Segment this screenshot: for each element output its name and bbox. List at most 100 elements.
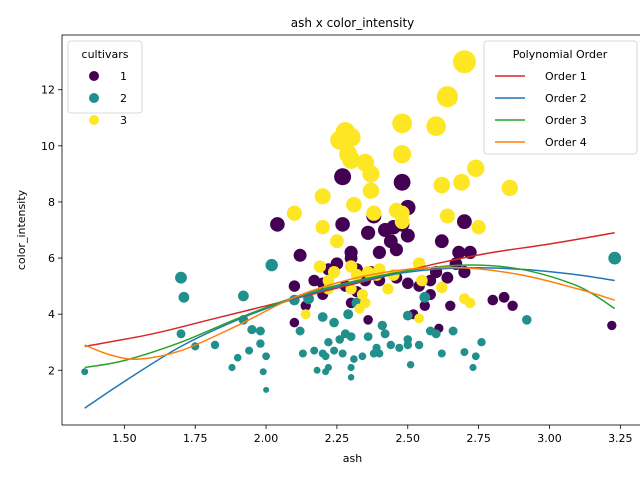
point-cultivar-2-2 xyxy=(178,291,190,303)
fit-legend-entry-3: Order 3 xyxy=(495,114,587,127)
point-cultivar-1-0 xyxy=(270,217,285,232)
hue-legend: cultivars 1 2 3 xyxy=(67,40,143,127)
point-cultivar-2-37 xyxy=(346,332,356,341)
x-tick-label: 3.25 xyxy=(608,432,633,445)
hue-legend-marker-3 xyxy=(89,115,99,125)
x-tick-label: 1.50 xyxy=(112,432,137,445)
point-cultivar-1-21 xyxy=(372,245,386,259)
fit-legend-entry-4: Order 4 xyxy=(495,136,587,149)
point-cultivar-3-40 xyxy=(464,297,476,309)
point-cultivar-1-1 xyxy=(288,280,301,292)
point-cultivar-3-7 xyxy=(330,234,344,249)
point-cultivar-1-31 xyxy=(400,228,415,243)
point-cultivar-2-6 xyxy=(228,363,236,372)
point-cultivar-2-62 xyxy=(522,315,532,325)
point-cultivar-3-29 xyxy=(394,205,410,221)
point-cultivar-3-19 xyxy=(362,165,380,183)
point-cultivar-2-25 xyxy=(321,352,330,361)
y-axis: 2 4 6 8 10 12 xyxy=(41,84,62,377)
point-cultivar-3-6 xyxy=(328,266,341,279)
point-cultivar-1-35 xyxy=(419,300,430,311)
point-cultivar-1-40 xyxy=(441,271,454,284)
point-cultivar-3-2 xyxy=(313,260,327,273)
point-cultivar-3-4 xyxy=(315,220,330,235)
point-cultivar-2-53 xyxy=(419,291,431,303)
point-cultivar-3-36 xyxy=(439,208,455,224)
point-cultivar-2-35 xyxy=(347,363,355,372)
point-cultivar-2-64 xyxy=(402,310,413,321)
point-cultivar-2-29 xyxy=(330,346,339,355)
point-cultivar-3-1 xyxy=(300,309,311,320)
chart-title: ash x color_intensity xyxy=(291,16,415,30)
fit-legend-label-1: Order 1 xyxy=(545,70,587,83)
point-cultivar-3-14 xyxy=(346,196,362,213)
point-cultivar-1-41 xyxy=(445,300,456,311)
point-cultivar-2-7 xyxy=(233,353,242,362)
x-tick-label: 2.25 xyxy=(325,432,350,445)
point-cultivar-2-63 xyxy=(608,251,622,265)
y-tick-label: 6 xyxy=(48,252,55,265)
point-cultivar-3-3 xyxy=(314,188,331,205)
point-cultivar-2-27 xyxy=(324,363,332,372)
point-cultivar-2-9 xyxy=(238,290,249,302)
fit-legend: Polynomial Order Order 1 Order 2 Order 3… xyxy=(483,40,638,155)
fit-line-order-2 xyxy=(84,266,615,409)
point-cultivar-3-41 xyxy=(467,159,485,177)
point-cultivar-3-33 xyxy=(433,176,451,194)
point-cultivar-1-44 xyxy=(458,266,471,279)
point-cultivar-1-47 xyxy=(487,294,499,306)
point-cultivar-2-36 xyxy=(347,374,355,381)
point-cultivar-3-35 xyxy=(436,86,458,108)
point-cultivar-2-47 xyxy=(386,340,395,350)
point-cultivar-2-5 xyxy=(210,340,220,350)
hue-legend-box xyxy=(67,40,143,114)
point-cultivar-2-38 xyxy=(350,355,358,363)
point-cultivar-2-11 xyxy=(247,325,257,335)
point-cultivar-2-56 xyxy=(437,349,446,358)
point-cultivar-1-51 xyxy=(363,315,373,325)
hue-legend-label-3: 3 xyxy=(120,114,127,127)
point-cultivar-2-61 xyxy=(477,338,486,347)
fit-legend-box xyxy=(483,40,638,155)
point-cultivar-2-55 xyxy=(431,329,441,339)
x-tick-label: 2.75 xyxy=(466,432,491,445)
hue-legend-marker-2 xyxy=(89,93,99,103)
point-cultivar-1-5 xyxy=(289,317,300,328)
point-cultivar-2-22 xyxy=(313,366,321,374)
fit-line-order-1 xyxy=(84,232,615,348)
point-cultivar-2-58 xyxy=(460,348,469,357)
y-tick-label: 10 xyxy=(41,140,55,153)
points-layer xyxy=(81,50,622,393)
point-cultivar-2-12 xyxy=(255,326,265,336)
point-cultivar-3-16 xyxy=(356,289,368,300)
point-cultivar-1-45 xyxy=(457,214,472,230)
y-axis-label: color_intensity xyxy=(15,189,28,270)
point-cultivar-3-21 xyxy=(366,205,382,221)
point-cultivar-2-45 xyxy=(377,320,387,331)
point-cultivar-3-37 xyxy=(453,173,470,191)
point-cultivar-3-42 xyxy=(471,220,486,235)
point-cultivar-1-2 xyxy=(293,248,307,262)
point-cultivar-2-13 xyxy=(256,339,265,348)
point-cultivar-1-28 xyxy=(393,173,411,191)
point-cultivar-2-1 xyxy=(175,271,187,284)
point-cultivar-2-32 xyxy=(338,349,347,358)
point-cultivar-1-26 xyxy=(389,243,403,257)
point-cultivar-2-57 xyxy=(448,326,458,336)
point-cultivar-3-11 xyxy=(341,127,361,147)
point-cultivar-2-44 xyxy=(375,349,384,358)
x-tick-label: 2.00 xyxy=(254,432,279,445)
point-cultivar-2-23 xyxy=(317,312,328,322)
point-cultivar-3-12 xyxy=(342,150,361,169)
fit-legend-label-3: Order 3 xyxy=(545,114,587,127)
point-cultivar-2-19 xyxy=(295,326,305,336)
point-cultivar-2-3 xyxy=(176,329,186,339)
point-cultivar-2-15 xyxy=(263,386,270,393)
point-cultivar-3-24 xyxy=(382,283,394,295)
fits-layer xyxy=(84,232,616,409)
point-cultivar-1-10 xyxy=(335,217,350,232)
point-cultivar-2-21 xyxy=(310,346,319,355)
point-cultivar-1-36 xyxy=(424,274,437,287)
point-cultivar-3-34 xyxy=(436,281,448,294)
point-cultivar-1-48 xyxy=(498,291,510,303)
